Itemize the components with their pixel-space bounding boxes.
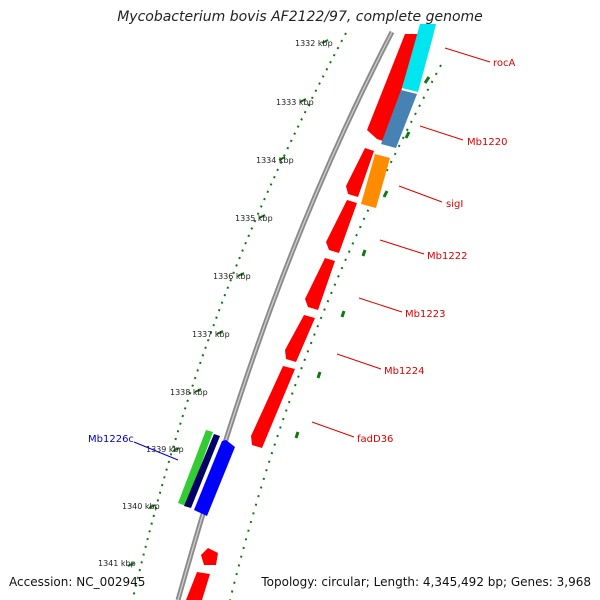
reverse-features: [178, 430, 235, 516]
tick-label-1335: 1335 kbp: [235, 214, 273, 223]
label-Mb1226c[interactable]: Mb1226c: [88, 434, 134, 445]
inner-mark: [361, 249, 367, 257]
gene-rocA[interactable]: [402, 24, 436, 92]
tick-label-1336: 1336 kbp: [213, 272, 251, 281]
accession-text: Accession: NC_002945: [9, 575, 146, 589]
inner-mark: [382, 190, 389, 198]
orf-arrow[interactable]: [326, 200, 357, 253]
tick-label-1338: 1338 kbp: [170, 388, 208, 397]
tick-1334: [278, 156, 286, 161]
tick-1336: [237, 272, 245, 277]
gene-sigI[interactable]: [361, 154, 390, 208]
leader-sigI: [398, 185, 443, 203]
label-rocA[interactable]: rocA: [493, 58, 516, 69]
tick-1332: [321, 39, 329, 44]
tick-1333: [299, 98, 307, 103]
inner-mark: [340, 310, 346, 318]
tick-1338: [194, 388, 202, 393]
orf-arrow[interactable]: [346, 148, 374, 197]
inner-mark: [316, 371, 322, 379]
label-leaders: [133, 47, 491, 461]
inner-mark: [294, 431, 300, 439]
leader-Mb1222: [379, 239, 425, 255]
orf-track: [186, 34, 418, 600]
orf-arrow[interactable]: [305, 258, 335, 310]
gene-Mb1220[interactable]: [381, 90, 417, 148]
label-Mb1224[interactable]: Mb1224: [384, 366, 424, 377]
tick-1339: [172, 447, 180, 452]
leader-Mb1224: [336, 353, 382, 370]
orf-arrow[interactable]: [285, 315, 315, 362]
orf-arrow[interactable]: [186, 572, 210, 600]
tick-1337: [216, 330, 224, 335]
green-feature[interactable]: [178, 430, 213, 506]
gene-Mb1226c[interactable]: [194, 440, 235, 516]
tick-label-1337: 1337 kbp: [192, 330, 230, 339]
leader-rocA: [444, 47, 491, 63]
label-Mb1222[interactable]: Mb1222: [427, 251, 467, 262]
label-sigI[interactable]: sigI: [446, 199, 463, 210]
orf-arrow[interactable]: [367, 34, 418, 142]
genome-summary: Topology: circular; Length: 4,345,492 bp…: [261, 575, 591, 589]
orf-arrow[interactable]: [201, 548, 218, 565]
label-fadD36[interactable]: fadD36: [357, 434, 393, 445]
tick-label-1333: 1333 kbp: [276, 98, 314, 107]
tick-1335: [258, 214, 266, 219]
map-title: Mycobacterium bovis AF2122/97, complete …: [117, 9, 483, 25]
tick-label-1341: 1341 kbp: [98, 559, 136, 568]
genome-backbone-highlight: [177, 31, 393, 600]
tick-label-1334: 1334 kbp: [256, 156, 294, 165]
scale-ticks: 1332 kbp 1333 kbp 1334 kbp 1335 kbp 1336…: [98, 39, 333, 568]
tick-1341: [127, 562, 135, 567]
tick-label-1340: 1340 kbp: [122, 502, 160, 511]
leader-Mb1226c: [133, 441, 179, 461]
navy-feature[interactable]: [184, 434, 220, 508]
orf-arrow[interactable]: [251, 366, 295, 448]
tick-1340: [148, 504, 156, 509]
scale-track: [132, 32, 347, 599]
gene-labels: rocA Mb1220 sigI Mb1222 Mb1223 Mb1224 fa…: [88, 58, 516, 445]
leader-Mb1223: [358, 297, 403, 313]
genome-backbone: [175, 30, 395, 600]
gene-track: [361, 24, 436, 208]
inner-track-marks: [294, 76, 431, 439]
inner-mark: [404, 131, 411, 139]
label-Mb1223[interactable]: Mb1223: [405, 309, 445, 320]
tick-label-1339: 1339 kbp: [146, 445, 184, 454]
tick-label-1332: 1332 kbp: [295, 39, 333, 48]
leader-Mb1220: [419, 125, 464, 141]
label-Mb1220[interactable]: Mb1220: [467, 137, 507, 148]
leader-fadD36: [311, 421, 355, 438]
inner-mark: [423, 76, 431, 84]
